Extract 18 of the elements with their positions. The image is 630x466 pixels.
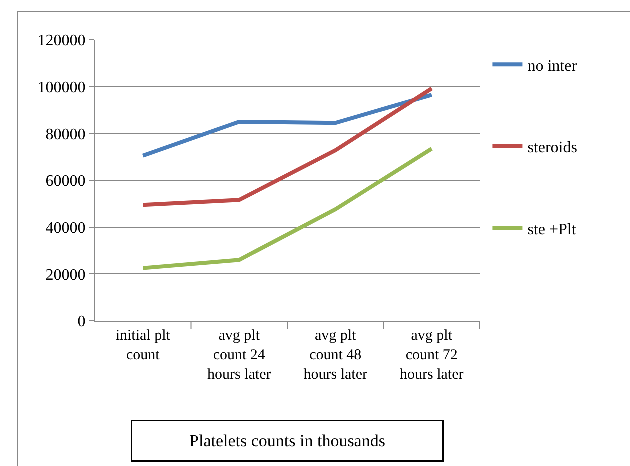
x-axis-title: Platelets counts in thousands <box>190 432 386 450</box>
y-tick-label: 20000 <box>46 266 86 284</box>
line-series <box>141 86 434 208</box>
legend-label: no inter <box>528 58 578 75</box>
x-tick-label: avg plt count 48 hours later <box>304 328 368 383</box>
line-series <box>141 146 434 270</box>
x-tick-label: avg plt count 24 hours later <box>208 328 272 383</box>
legend-label: ste +Plt <box>528 222 577 239</box>
y-tick-label: 0 <box>78 314 86 331</box>
y-tick-label: 100000 <box>38 79 86 96</box>
legend-label: steroids <box>528 140 578 157</box>
line-series <box>141 93 434 158</box>
y-tick-label: 60000 <box>46 173 86 190</box>
x-tick-label: initial plt count <box>116 328 172 364</box>
y-tick-label: 80000 <box>46 126 86 144</box>
x-tick-label: avg plt count 72 hours later <box>400 328 464 383</box>
y-tick-label: 120000 <box>38 32 86 50</box>
y-tick-label: 40000 <box>46 220 86 237</box>
